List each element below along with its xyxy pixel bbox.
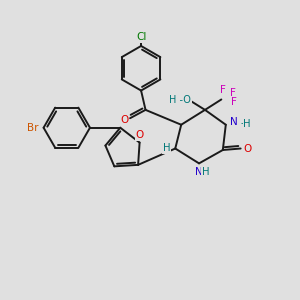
Text: O: O <box>243 143 251 154</box>
Text: F: F <box>230 88 236 98</box>
Text: F: F <box>220 85 226 95</box>
Text: O: O <box>120 115 128 125</box>
Text: F: F <box>231 97 237 107</box>
Text: Cl: Cl <box>136 32 146 42</box>
Text: N: N <box>230 117 238 128</box>
Text: H: H <box>202 167 209 177</box>
Text: H: H <box>243 118 251 128</box>
Text: H: H <box>163 143 171 153</box>
Text: Br: Br <box>27 123 39 133</box>
Text: H -O: H -O <box>169 95 191 105</box>
Text: N: N <box>195 167 203 177</box>
Text: -: - <box>241 118 244 128</box>
Text: O: O <box>136 130 144 140</box>
